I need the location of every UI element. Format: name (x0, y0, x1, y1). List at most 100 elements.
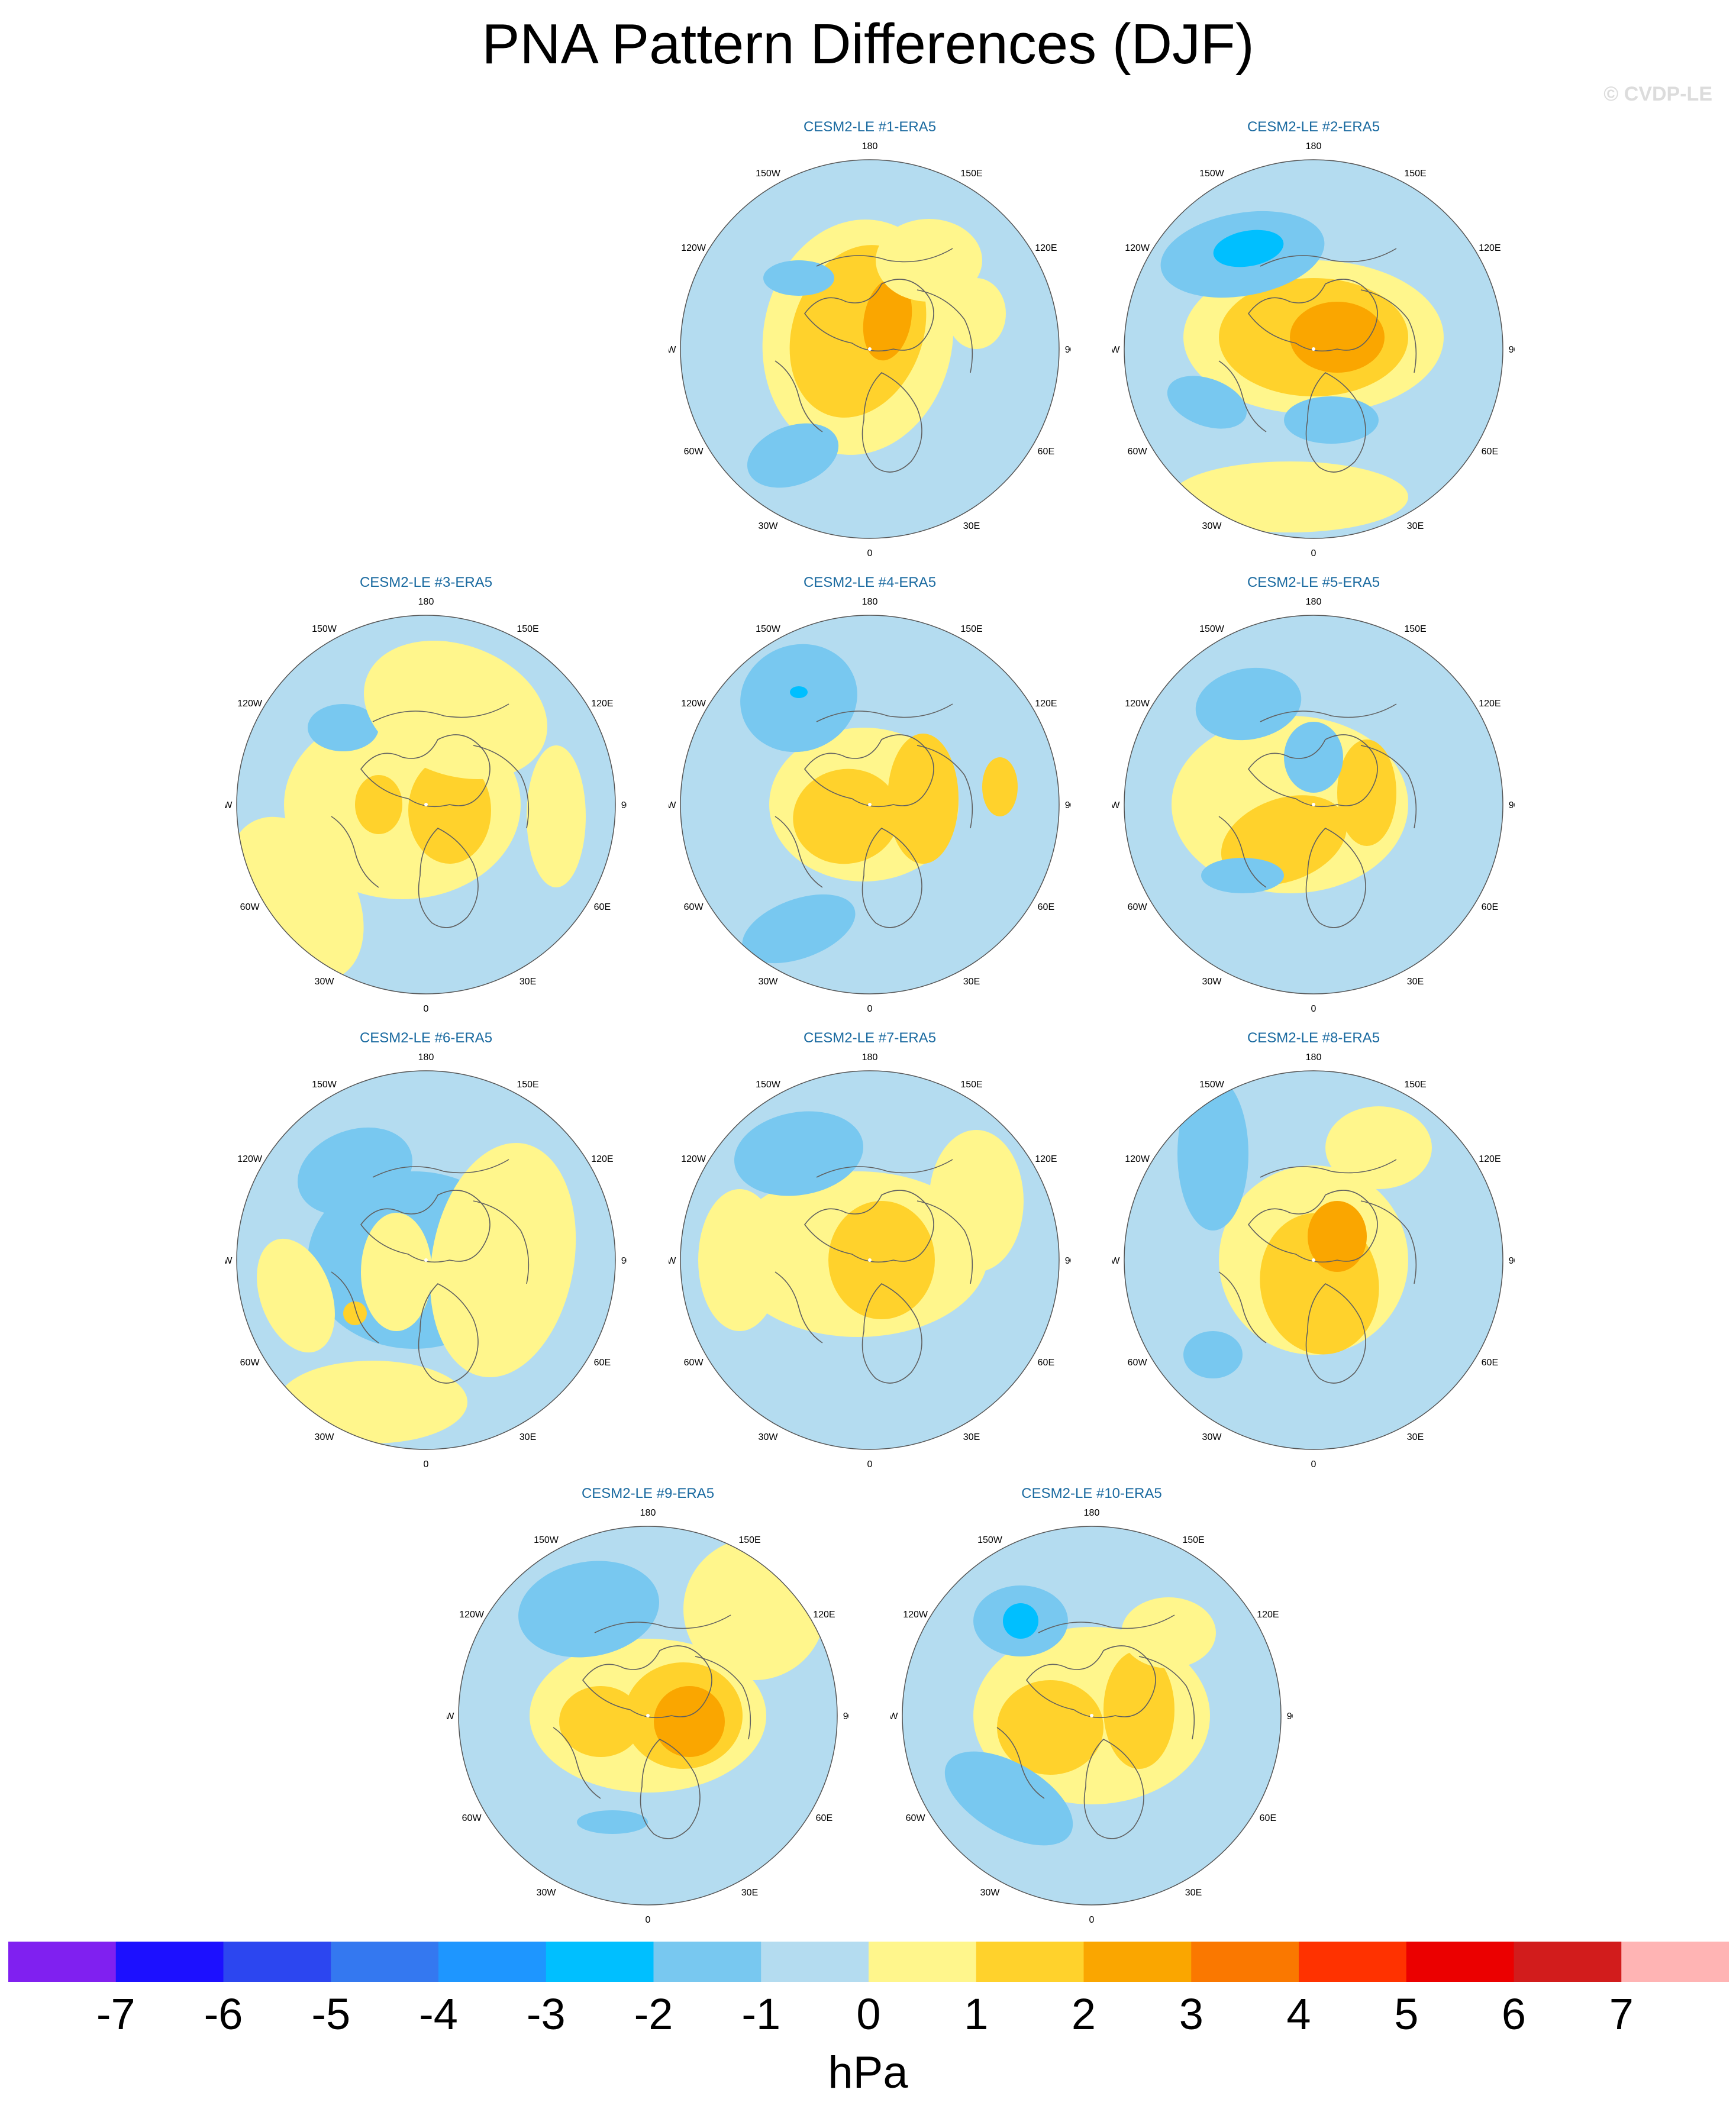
anomaly-contour (364, 641, 547, 779)
coastline (1218, 816, 1267, 888)
map-panel: CESM2-LE #4-ERA5 180 150E 120E 90E 60E 30E 0 30W… (669, 574, 1071, 1012)
longitude-label: 180 (862, 141, 878, 151)
colorbar-swatch (223, 1942, 331, 1982)
coastline (917, 745, 973, 829)
longitude-label: 90W (890, 1711, 898, 1722)
colorbar-tick-label: 7 (1609, 1990, 1634, 2039)
longitude-label: 30E (1407, 977, 1424, 987)
coastline (1247, 1190, 1378, 1263)
longitude-label: 120W (681, 699, 706, 709)
longitude-label: 60W (240, 1358, 260, 1368)
coastline (1305, 1283, 1366, 1384)
anomaly-contour (1167, 376, 1247, 429)
pole-marker (868, 347, 872, 351)
polar-map: 180 150E 120E 90E 60E 30E 0 30W 60W 90W 120W 150W (669, 597, 1071, 1012)
colorbar-swatch (1514, 1942, 1622, 1982)
longitude-label: 150W (756, 624, 781, 634)
longitude-label: 0 (1311, 1004, 1316, 1012)
colorbar-swatch (1083, 1942, 1192, 1982)
longitude-label: 30W (537, 1888, 557, 1898)
map-border (236, 615, 616, 994)
longitude-label: 90W (1112, 800, 1120, 810)
longitude-label: 150W (756, 1080, 781, 1090)
coastline (1025, 1645, 1156, 1719)
coastline (1260, 248, 1397, 267)
longitude-label: 180 (1084, 1508, 1100, 1518)
polar-map: 180 150E 120E 90E 60E 30E 0 30W 60W 90W 120W 150W (890, 1508, 1293, 1923)
longitude-label: 60W (1128, 902, 1148, 912)
coastline (360, 1190, 491, 1263)
panel-title: CESM2-LE #9-ERA5 (581, 1485, 715, 1501)
colorbar-swatch (976, 1942, 1084, 1982)
longitude-label: 90E (1509, 345, 1515, 355)
longitude-label: 120W (237, 1154, 263, 1164)
longitude-label: 120E (1035, 243, 1057, 253)
longitude-label: 150W (312, 624, 337, 634)
longitude-label: 0 (867, 1004, 873, 1012)
colorbar-tick-label: 5 (1394, 1990, 1419, 2039)
anomaly-contour (343, 1302, 367, 1325)
longitude-label: 120E (1035, 1154, 1057, 1164)
colorbar-tick-label: 0 (856, 1990, 881, 2039)
panel-title: CESM2-LE #2-ERA5 (1247, 119, 1380, 135)
longitude-label: 60W (684, 1358, 704, 1368)
coastline (553, 1727, 601, 1799)
coastline (1247, 279, 1378, 352)
longitude-label: 30W (759, 977, 779, 987)
coastline (1038, 1614, 1175, 1633)
anomaly-contour (1337, 739, 1396, 846)
pole-marker (1312, 347, 1315, 351)
colorbar-tick-label: -3 (526, 1990, 566, 2039)
longitude-label: 0 (867, 1459, 873, 1467)
longitude-label: 60E (1482, 1358, 1498, 1368)
longitude-label: 120E (1035, 699, 1057, 709)
longitude-label: 120W (1125, 243, 1150, 253)
coastline (1218, 360, 1267, 432)
longitude-label: 180 (862, 1052, 878, 1062)
longitude-label: 150W (977, 1535, 1003, 1545)
polar-map: 180 150E 120E 90E 60E 30E 0 30W 60W 90W 120W 150W (225, 1052, 627, 1467)
longitude-label: 60E (1260, 1813, 1276, 1823)
longitude-label: 60W (1128, 447, 1148, 457)
longitude-label: 120W (237, 699, 263, 709)
longitude-label: 120W (681, 1154, 706, 1164)
colorbar-tick-label: -2 (634, 1990, 673, 2039)
longitude-label: 30E (963, 521, 980, 531)
longitude-label: 60E (1482, 447, 1498, 457)
map-border (1124, 615, 1503, 994)
longitude-label: 30E (1407, 521, 1424, 531)
colorbar-swatch (438, 1942, 547, 1982)
anomaly-contour (997, 1680, 1103, 1775)
coastline (816, 248, 953, 267)
coastline (804, 1190, 934, 1263)
longitude-label: 90E (1065, 1256, 1071, 1266)
anomaly-contour (257, 1238, 335, 1353)
longitude-label: 60E (1482, 902, 1498, 912)
longitude-label: 180 (1306, 1052, 1322, 1062)
polar-map: 180 150E 120E 90E 60E 30E 0 30W 60W 90W 120W 150W (1112, 597, 1515, 1012)
coastline (861, 828, 922, 928)
longitude-label: 150W (1199, 169, 1225, 179)
coastline (695, 1656, 751, 1740)
longitude-label: 60W (240, 902, 260, 912)
polar-map: 180 150E 120E 90E 60E 30E 0 30W 60W 90W 120W 150W (669, 141, 1071, 556)
map-border (902, 1526, 1282, 1906)
longitude-label: 150W (756, 169, 781, 179)
anomaly-contour (828, 1201, 935, 1319)
longitude-label: 60W (462, 1813, 482, 1823)
colorbar-tick-label: -5 (311, 1990, 351, 2039)
longitude-label: 60E (1038, 447, 1054, 457)
anomaly-contour (734, 1111, 864, 1196)
longitude-label: 90E (1509, 1256, 1515, 1266)
anomaly-contour (944, 1751, 1073, 1846)
coastline (372, 703, 509, 722)
coastline (582, 1645, 712, 1719)
map-panel: CESM2-LE #7-ERA5 180 150E 120E 90E 60E 30E 0 30W… (669, 1029, 1071, 1467)
colorbar-tick-label: 4 (1286, 1990, 1311, 2039)
coastline (1218, 1271, 1267, 1344)
longitude-label: 150W (1199, 624, 1225, 634)
map-panel: CESM2-LE #10-ERA5 180 150E 120E 90E 60E 30E 0 30… (890, 1485, 1293, 1923)
longitude-label: 150E (517, 1080, 538, 1090)
longitude-label: 30E (741, 1888, 758, 1898)
colorbar-tick-label: -7 (96, 1990, 135, 2039)
